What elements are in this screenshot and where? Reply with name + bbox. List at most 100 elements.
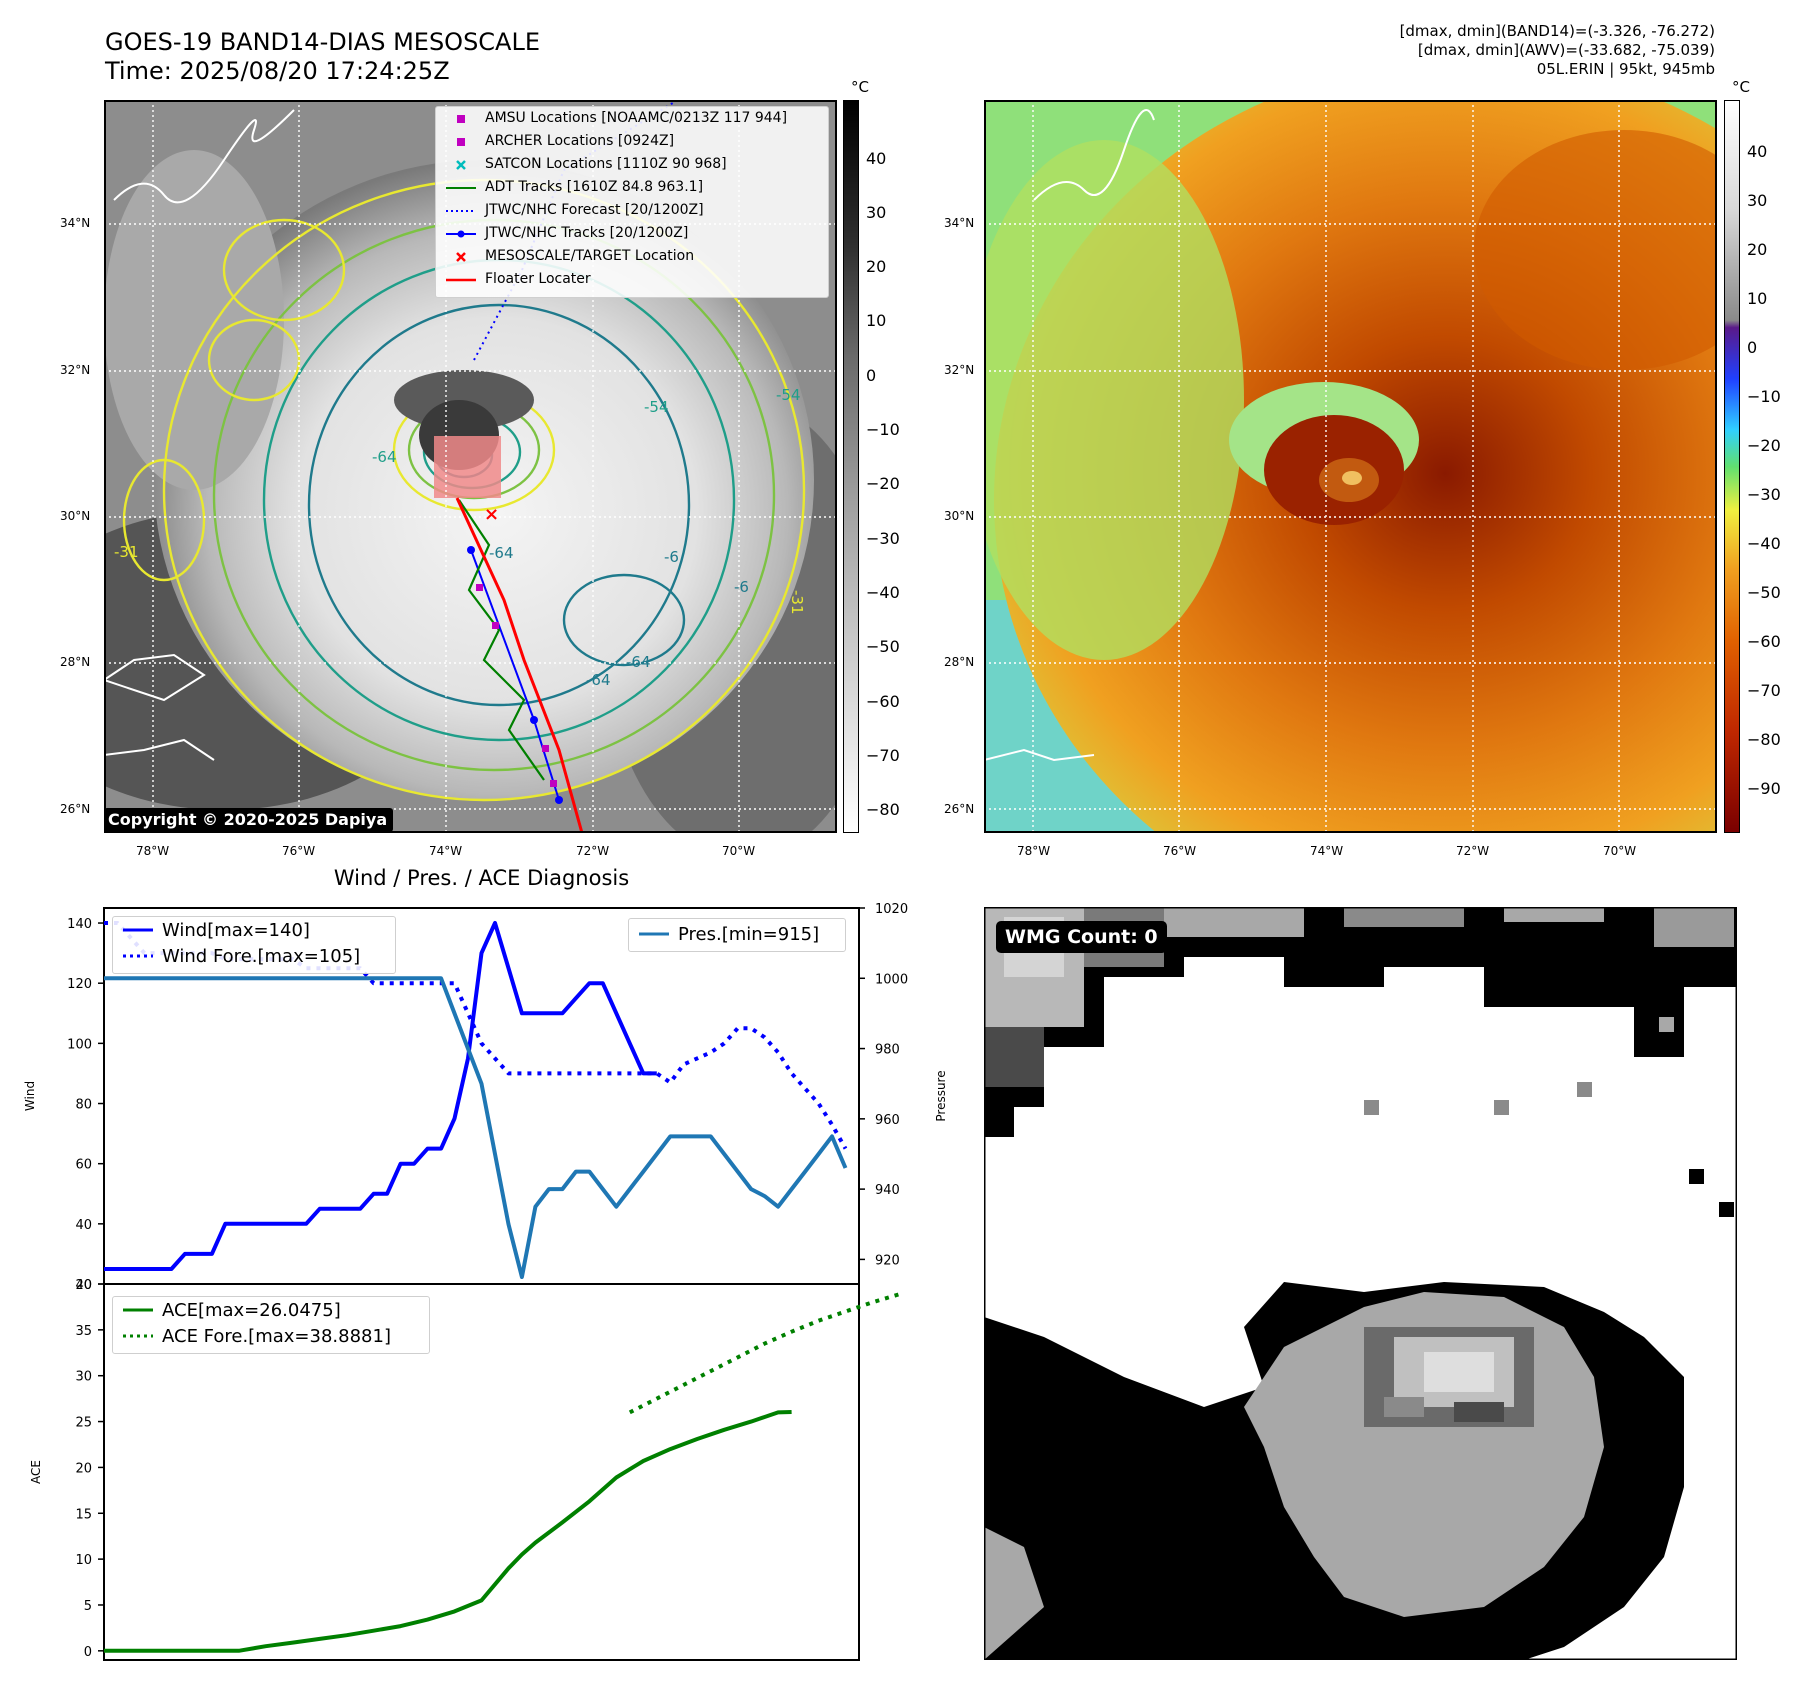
tick-label: 30 <box>1747 191 1768 210</box>
wind-pressure-chart[interactable]: 2040608010012014092094096098010001020Win… <box>0 900 950 1690</box>
legend-item-forecast: JTWC/NHC Forecast [20/1200Z] <box>436 199 828 222</box>
colorbar-unit: °C <box>851 78 869 96</box>
legend-label: ACE[max=26.0475] <box>162 1300 341 1321</box>
wind-forecast-line <box>104 921 848 1150</box>
lon-label: 72°W <box>1456 844 1490 858</box>
tick-label: −20 <box>1747 436 1781 455</box>
contour-label: -64 <box>372 448 397 466</box>
y2-tick-label: 960 <box>875 1113 900 1128</box>
ace-line <box>104 1410 792 1653</box>
legend-label: Wind[max=140] <box>162 920 310 941</box>
colorbar-right <box>1724 100 1740 833</box>
coastline <box>984 109 1155 762</box>
tick-label: −50 <box>866 637 900 656</box>
storm-info: [dmax, dmin](BAND14)=(-3.326, -76.272) [… <box>1400 22 1715 79</box>
legend-item-wind: Wind[max=140] <box>113 917 395 943</box>
y-tick-label: 30 <box>75 1370 92 1385</box>
pressure-line <box>104 976 848 1279</box>
tick-label: −20 <box>866 474 900 493</box>
y-tick-label: 15 <box>75 1507 92 1522</box>
legend-label: ARCHER Locations [0924Z] <box>485 133 675 149</box>
ir-map-right[interactable] <box>984 100 1717 833</box>
lon-label: 78°W <box>1017 844 1051 858</box>
legend-label: Wind Fore.[max=105] <box>162 946 361 967</box>
tick-label: −40 <box>1747 534 1781 553</box>
legend-item-jtwc-tracks: JTWC/NHC Tracks [20/1200Z] <box>436 222 828 245</box>
lon-label: 76°W <box>1163 844 1197 858</box>
tick-label: −50 <box>1747 583 1781 602</box>
figure-title: GOES-19 BAND14-DIAS MESOSCALE Time: 2025… <box>105 28 540 86</box>
tick-label: −10 <box>1747 387 1781 406</box>
tick-label: 40 <box>866 149 887 168</box>
lon-label: 74°W <box>429 844 463 858</box>
legend-item-archer: ARCHER Locations [0924Z] <box>436 130 828 153</box>
legend-label: ADT Tracks [1610Z 84.8 963.1] <box>485 179 704 195</box>
y-tick-label: 20 <box>75 1461 92 1476</box>
adt-track <box>458 499 545 781</box>
wmg-count-badge: WMG Count: 0 <box>996 921 1167 953</box>
y2-tick-label: 980 <box>875 1043 900 1058</box>
tick-label: −60 <box>1747 632 1781 651</box>
y-tick-label: 140 <box>67 917 92 932</box>
y2-tick-label: 920 <box>875 1253 900 1268</box>
lat-label: 28°N <box>60 655 91 669</box>
legend-label: Floater Locater <box>485 271 591 287</box>
wind-line <box>104 921 657 1271</box>
contour-label: -31 <box>788 590 806 615</box>
y-tick-label: 10 <box>75 1553 92 1568</box>
legend-item-wind-forecast: Wind Fore.[max=105] <box>113 943 395 969</box>
tick-label: −80 <box>866 800 900 819</box>
colorbar-right-ticks: 40 30 20 10 0 −10 −20 −30 −40 −50 −60 −7… <box>1747 100 1797 833</box>
lat-label: 32°N <box>944 363 975 377</box>
legend-item-mesoscale: MESOSCALE/TARGET Location <box>436 245 828 268</box>
y-tick-label: 120 <box>67 977 92 992</box>
ace-legend: ACE[max=26.0475] ACE Fore.[max=38.8881] <box>112 1296 430 1354</box>
y-tick-label: 40 <box>75 1278 92 1293</box>
info-band14: [dmax, dmin](BAND14)=(-3.326, -76.272) <box>1399 22 1715 40</box>
tick-label: −70 <box>1747 681 1781 700</box>
tick-label: −80 <box>1747 730 1781 749</box>
tick-label: −30 <box>1747 485 1781 504</box>
contour-label: -54 <box>644 398 669 416</box>
tick-label: 10 <box>1747 289 1768 308</box>
contour-label: -6 <box>734 578 749 596</box>
lat-label: 26°N <box>60 802 91 816</box>
y2-axis-label: Pressure <box>934 1070 948 1121</box>
title-line-satellite: GOES-19 BAND14-DIAS MESOSCALE <box>105 28 541 56</box>
legend-item-adt: ADT Tracks [1610Z 84.8 963.1] <box>436 176 828 199</box>
y2-tick-label: 1020 <box>875 902 908 917</box>
floater-track <box>455 497 584 833</box>
tick-label: 20 <box>866 257 887 276</box>
tick-label: 40 <box>1747 142 1768 161</box>
y-tick-label: 60 <box>75 1158 92 1173</box>
y-tick-label: 80 <box>75 1098 92 1113</box>
legend-label: SATCON Locations [1110Z 90 968] <box>485 156 727 172</box>
wind-legend: Wind[max=140] Wind Fore.[max=105] <box>112 916 396 974</box>
tick-label: 0 <box>1747 338 1758 357</box>
gridlines <box>984 100 1717 833</box>
pressure-legend: Pres.[min=915] <box>628 918 846 952</box>
map-legend: AMSU Locations [NOAAMC/0213Z 117 944] AR… <box>435 106 829 298</box>
legend-label: ACE Fore.[max=38.8881] <box>162 1326 391 1347</box>
tick-label: −90 <box>1747 779 1781 798</box>
ace-forecast-line <box>628 1292 900 1415</box>
legend-label: MESOSCALE/TARGET Location <box>485 248 695 264</box>
lat-label: 34°N <box>60 216 91 230</box>
colorbar-left <box>843 100 859 833</box>
legend-item-amsu: AMSU Locations [NOAAMC/0213Z 117 944] <box>436 107 828 130</box>
lat-label: 30°N <box>60 509 91 523</box>
lat-label: 32°N <box>60 363 91 377</box>
svg-text:×: × <box>484 504 499 525</box>
legend-item-floater: Floater Locater <box>436 268 828 291</box>
tick-label: −70 <box>866 746 900 765</box>
contour-labels: -54 -31 -64 -64 -64 -54 -31 -64 -6 -6 <box>114 386 806 689</box>
contour-label: -64 <box>626 653 651 671</box>
lat-label: 26°N <box>944 802 975 816</box>
legend-item-ace: ACE[max=26.0475] <box>113 1297 429 1323</box>
lon-label: 70°W <box>1603 844 1637 858</box>
legend-label: AMSU Locations [NOAAMC/0213Z 117 944] <box>485 110 788 126</box>
wmg-panel[interactable] <box>984 907 1737 1660</box>
copyright-badge: Copyright © 2020-2025 Dapiya <box>104 808 394 832</box>
info-awv: [dmax, dmin](AWV)=(-33.682, -75.039) <box>1417 41 1715 59</box>
contour-label: -6 <box>664 548 679 566</box>
